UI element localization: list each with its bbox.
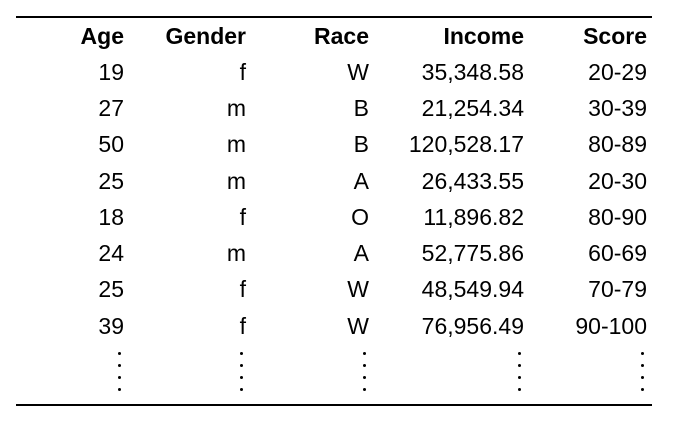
table-row: 27 m B 21,254.34 30-39	[16, 90, 652, 126]
cell-race: W	[347, 58, 369, 85]
cell-gender: f	[239, 58, 246, 85]
cell-gender: f	[239, 203, 246, 230]
table-row: 19 f W 35,348.58 20-29	[16, 54, 652, 90]
cell-income: 52,775.86	[421, 240, 524, 267]
table-row: 50 m B 120,528.17 80-89	[16, 127, 652, 163]
header-gender: Gender	[165, 22, 246, 49]
bottom-rule	[16, 404, 652, 406]
cell-gender: f	[239, 276, 246, 303]
table-row: 18 f O 11,896.82 80-90	[16, 199, 652, 235]
cell-gender: m	[226, 94, 246, 121]
table-row: 24 m A 52,775.86 60-69	[16, 235, 652, 271]
vertical-ellipsis-icon	[641, 350, 645, 392]
header-race: Race	[314, 22, 369, 49]
cell-age: 24	[98, 240, 124, 267]
continuation-row	[16, 344, 652, 394]
cell-race: O	[351, 203, 369, 230]
cell-gender: m	[226, 240, 246, 267]
vertical-ellipsis-icon	[240, 350, 244, 392]
table-body: 19 f W 35,348.58 20-29 27 m B 21,254.34 …	[16, 54, 652, 394]
cell-score: 70-79	[588, 276, 647, 303]
cell-income: 21,254.34	[421, 94, 524, 121]
cell-age: 18	[98, 203, 124, 230]
table-row: 39 f W 76,956.49 90-100	[16, 308, 652, 344]
cell-score: 20-29	[588, 58, 647, 85]
cell-income: 11,896.82	[423, 203, 524, 230]
cell-score: 30-39	[588, 94, 647, 121]
table-row: 25 f W 48,549.94 70-79	[16, 272, 652, 308]
cell-race: W	[347, 312, 369, 339]
cell-gender: m	[226, 131, 246, 158]
data-table: Age Gender Race Income Score 19 f W 35,3…	[16, 16, 652, 406]
cell-score: 60-69	[588, 240, 647, 267]
cell-income: 26,433.55	[421, 167, 524, 194]
top-rule	[16, 16, 652, 18]
cell-race: B	[353, 131, 369, 158]
header-income: Income	[443, 22, 524, 49]
cell-race: A	[353, 240, 369, 267]
cell-score: 80-89	[588, 131, 647, 158]
cell-age: 25	[98, 276, 124, 303]
cell-gender: f	[239, 312, 246, 339]
cell-income: 76,956.49	[421, 312, 524, 339]
cell-race: B	[353, 94, 369, 121]
vertical-ellipsis-icon	[118, 350, 122, 392]
vertical-ellipsis-icon	[518, 350, 522, 392]
header-age: Age	[80, 22, 124, 49]
cell-income: 48,549.94	[421, 276, 524, 303]
cell-score: 90-100	[575, 312, 647, 339]
cell-score: 20-30	[588, 167, 647, 194]
cell-age: 25	[98, 167, 124, 194]
cell-race: W	[347, 276, 369, 303]
vertical-ellipsis-icon	[363, 350, 367, 392]
cell-age: 27	[98, 94, 124, 121]
cell-race: A	[353, 167, 369, 194]
header-score: Score	[583, 22, 647, 49]
cell-age: 19	[98, 58, 124, 85]
table-row: 25 m A 26,433.55 20-30	[16, 163, 652, 199]
cell-gender: m	[226, 167, 246, 194]
header-row: Age Gender Race Income Score	[16, 18, 652, 54]
cell-income: 120,528.17	[408, 131, 524, 158]
cell-age: 39	[98, 312, 124, 339]
cell-age: 50	[98, 131, 124, 158]
cell-score: 80-90	[588, 203, 647, 230]
cell-income: 35,348.58	[421, 58, 524, 85]
